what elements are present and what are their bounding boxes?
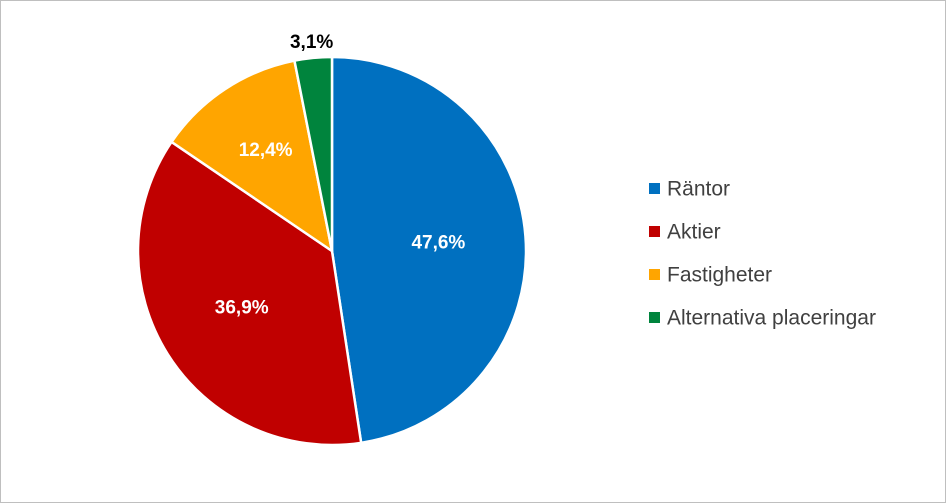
legend: Räntor Aktier Fastigheter Alternativa place… xyxy=(649,178,876,330)
legend-entry-label: Alternativa placeringar xyxy=(667,307,876,330)
pie-slices xyxy=(136,55,528,447)
legend-entry-label: Räntor xyxy=(667,178,730,201)
legend-entry-label: Aktier xyxy=(667,221,721,244)
pie-slice-fastigheter xyxy=(170,59,334,253)
pie-slice-alternativa-placeringar xyxy=(293,55,334,253)
legend-swatch xyxy=(649,226,660,237)
slice-data-label: 12,4% xyxy=(239,140,293,161)
slice-data-label: 47,6% xyxy=(411,232,465,253)
legend-swatch xyxy=(649,312,660,323)
legend-swatch xyxy=(649,269,660,280)
slice-data-label: 36,9% xyxy=(215,297,269,318)
pie-slice-räntor xyxy=(330,55,528,445)
slice-data-label: 3,1% xyxy=(290,32,333,53)
pie-slice-aktier xyxy=(136,140,363,447)
legend-swatch xyxy=(649,183,660,194)
pie-slice-labels: 47,6% 36,9% 12,4% 3,1% xyxy=(215,32,466,318)
legend-entry-label: Fastigheter xyxy=(667,264,772,287)
